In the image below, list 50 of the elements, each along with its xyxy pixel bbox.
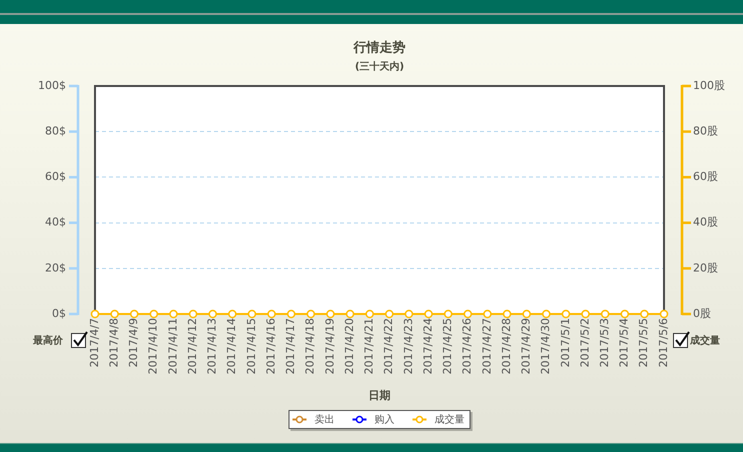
x-tick-label: 2017/4/17 xyxy=(284,318,298,374)
x-tick-label: 2017/5/1 xyxy=(558,318,572,368)
x-tick-label: 2017/5/6 xyxy=(656,318,670,368)
x-tick-label: 2017/4/8 xyxy=(107,318,120,368)
y2-tick-label: 80股 xyxy=(693,124,718,138)
x-tick-label: 2017/5/3 xyxy=(598,318,611,368)
x-tick-label: 2017/4/19 xyxy=(323,318,336,374)
legend-label: 卖出 xyxy=(314,414,334,426)
legend-label: 购入 xyxy=(374,414,394,426)
x-tick-label: 2017/4/16 xyxy=(264,318,278,374)
x-tick-label: 2017/4/24 xyxy=(421,318,434,374)
x-tick-label: 2017/4/22 xyxy=(382,318,396,374)
x-tick-label: 2017/5/2 xyxy=(578,318,592,368)
x-tick-label: 2017/4/7 xyxy=(88,318,101,368)
x-tick-label: 2017/4/30 xyxy=(539,318,552,374)
y-axis-title: 最高价 xyxy=(32,334,64,347)
legend-label: 成交量 xyxy=(434,414,464,426)
x-tick-label: 2017/4/10 xyxy=(146,318,160,374)
x-tick-label: 2017/4/14 xyxy=(225,318,238,374)
x-tick-label: 2017/4/29 xyxy=(520,318,533,374)
y-tick-label: 100$ xyxy=(38,78,66,92)
x-tick-label: 2017/4/20 xyxy=(342,318,356,374)
y-tick-label: 40$ xyxy=(45,216,66,229)
y2-axis-title: 成交量 xyxy=(689,334,720,347)
y2-tick-label: 100股 xyxy=(693,78,725,92)
y-tick-label: 60$ xyxy=(45,170,66,184)
x-tick-label: 2017/4/26 xyxy=(460,318,474,374)
x-tick-label: 2017/5/5 xyxy=(637,318,650,368)
x-tick-label: 2017/4/13 xyxy=(206,318,219,374)
chart-title: 行情走势 xyxy=(352,39,406,56)
y-tick-label: 20$ xyxy=(45,261,66,274)
y2-tick-label: 40股 xyxy=(693,216,718,229)
x-tick-label: 2017/4/25 xyxy=(441,318,454,374)
y2-tick-label: 0股 xyxy=(693,306,711,320)
x-tick-label: 2017/4/27 xyxy=(480,318,494,374)
x-tick-label: 2017/4/28 xyxy=(500,318,513,374)
x-tick-label: 2017/4/21 xyxy=(362,318,376,374)
y2-tick-label: 20股 xyxy=(693,261,718,274)
y2-tick-label: 60股 xyxy=(693,170,718,184)
x-tick-label: 2017/4/9 xyxy=(127,318,140,368)
x-tick-label: 2017/5/4 xyxy=(618,318,631,368)
y-tick-label: 80$ xyxy=(45,124,66,138)
x-axis-title: 日期 xyxy=(368,388,390,402)
x-tick-label: 2017/4/12 xyxy=(186,318,199,374)
x-tick-label: 2017/4/15 xyxy=(244,318,258,374)
chart-subtitle: (三十天内) xyxy=(354,60,404,73)
x-tick-label: 2017/4/23 xyxy=(402,318,415,374)
y-tick-label: 0$ xyxy=(52,306,66,320)
x-tick-label: 2017/4/11 xyxy=(166,318,180,374)
x-tick-label: 2017/4/18 xyxy=(304,318,317,374)
